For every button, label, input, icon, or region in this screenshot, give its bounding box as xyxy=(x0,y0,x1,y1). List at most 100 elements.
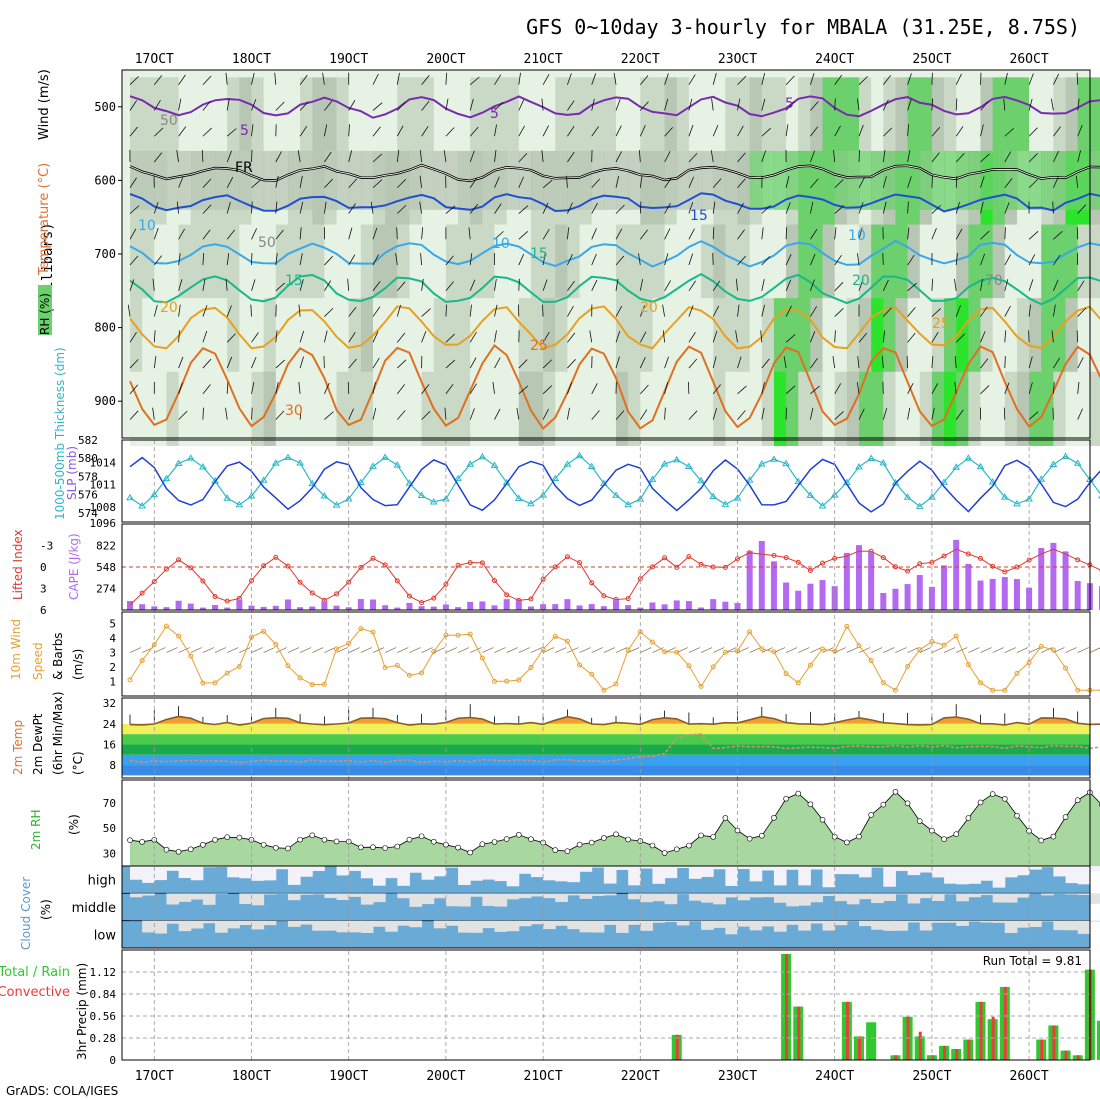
rh-moist-band xyxy=(518,150,532,210)
wind-barb xyxy=(1077,280,1085,292)
wind-barb xyxy=(542,74,550,85)
thickness-marker xyxy=(126,493,134,501)
rh2m-marker xyxy=(965,815,972,821)
wind10-barb xyxy=(883,647,895,653)
wind-barb xyxy=(1077,381,1080,394)
li-marker xyxy=(431,595,437,601)
wind10-barb xyxy=(1077,647,1089,653)
wind-barb xyxy=(907,98,912,111)
wind10-barb xyxy=(202,647,215,653)
wind-barb xyxy=(955,409,964,420)
wind-barb xyxy=(712,384,721,395)
rh-cell xyxy=(567,371,581,446)
cloud-cell xyxy=(215,920,228,933)
wind-barb xyxy=(567,126,575,137)
wind-barb xyxy=(1028,73,1034,85)
wind-barb xyxy=(931,383,939,395)
wind-barb xyxy=(347,278,350,291)
wind-barb xyxy=(785,202,791,214)
wind-barb xyxy=(810,201,814,214)
rh2m-marker xyxy=(515,831,522,838)
cloud-cell xyxy=(409,866,423,873)
wind-barb xyxy=(1028,179,1038,189)
wind-barb xyxy=(445,98,449,111)
wind-barb xyxy=(783,356,787,369)
wind-barb xyxy=(153,152,163,163)
cape-bar xyxy=(625,605,632,610)
cloud-cell xyxy=(664,866,678,879)
cape-bar xyxy=(576,605,583,610)
cloud-cell xyxy=(506,866,520,887)
cloud-cell xyxy=(603,893,617,896)
rh2m-marker xyxy=(856,833,862,840)
rh-cell xyxy=(1053,77,1067,152)
rh2m-panel xyxy=(127,788,1100,866)
wind-barb xyxy=(615,125,622,137)
dewpt-line xyxy=(129,733,1100,764)
cloud-cell xyxy=(385,920,398,932)
rh-moist-band xyxy=(227,150,240,210)
cloud-cell xyxy=(1053,866,1067,877)
rh-cell xyxy=(640,77,654,152)
wind-barb xyxy=(444,407,447,420)
cloud-cell xyxy=(567,866,581,883)
rh-cell xyxy=(202,224,216,299)
rh2m-marker xyxy=(892,788,899,795)
rh-cell xyxy=(421,371,435,446)
temp-ylabel: (°C) xyxy=(71,751,85,775)
precip-conv-bar xyxy=(785,953,789,1060)
wind-barb xyxy=(664,253,669,266)
cloud-cell xyxy=(834,866,848,875)
wind-barb xyxy=(688,332,696,343)
wind-barb xyxy=(785,101,795,111)
wind10-barb xyxy=(312,647,324,653)
rh-cell xyxy=(640,224,654,299)
wind-barb xyxy=(226,201,231,214)
wind-barb xyxy=(202,278,206,291)
cloud-cell xyxy=(1041,920,1054,922)
rh-cell xyxy=(263,371,277,446)
wind-barb xyxy=(153,202,159,214)
cloud-cell xyxy=(1077,920,1091,934)
thickness-marker xyxy=(259,476,268,483)
wind-barb xyxy=(907,176,912,188)
cloud-cell xyxy=(931,866,945,878)
rh2m-marker xyxy=(212,836,218,843)
wind-barb xyxy=(883,127,893,137)
wind-barb xyxy=(494,304,498,317)
thickness-marker xyxy=(320,492,329,499)
wind-barb xyxy=(907,201,909,214)
rh2m-marker xyxy=(625,836,631,843)
wind-barb xyxy=(664,202,671,214)
wind-barb xyxy=(1053,357,1061,369)
panel-frame xyxy=(121,865,1091,949)
wind-barb xyxy=(955,98,958,111)
rh-cell xyxy=(433,224,447,299)
rh-moist-band xyxy=(215,150,228,210)
rh2m-marker xyxy=(916,818,923,824)
cape-bar xyxy=(442,604,449,610)
wind-barb xyxy=(955,333,965,343)
wind-barb xyxy=(1028,382,1033,394)
wind10-barb xyxy=(445,647,458,653)
wind-barb xyxy=(445,359,456,369)
cloud-cell xyxy=(251,866,265,881)
wind10-barb xyxy=(166,647,178,653)
cloud-cell xyxy=(494,866,508,882)
wind-barb xyxy=(712,408,718,420)
wind-barb xyxy=(348,150,353,163)
rh2m-ylabel: 2m RH xyxy=(29,810,43,851)
cloud-cell xyxy=(421,866,435,880)
cloud-cell xyxy=(312,866,325,872)
rh2m-marker xyxy=(941,836,947,842)
rh-cell xyxy=(190,224,204,299)
rh-cell xyxy=(202,298,216,373)
rh-moist-band xyxy=(287,150,301,210)
panel-frame xyxy=(121,523,1091,611)
wind-barb xyxy=(858,332,868,343)
rh2m-marker xyxy=(260,841,267,848)
rh-cell xyxy=(919,371,933,446)
slp-ytick-label: 1008 xyxy=(90,501,117,514)
wind-barb xyxy=(494,101,504,111)
wind-barb xyxy=(324,151,332,163)
